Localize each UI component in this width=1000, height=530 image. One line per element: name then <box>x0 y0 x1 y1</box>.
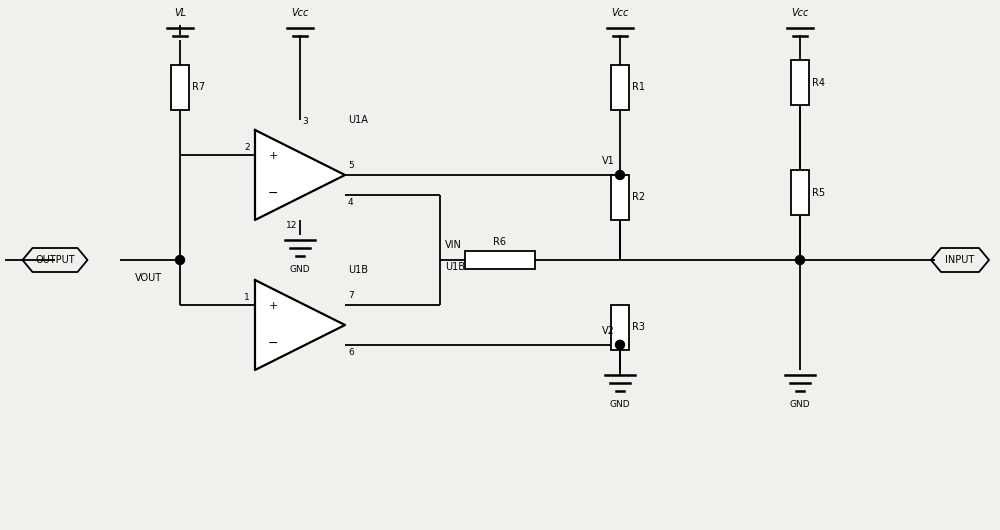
Text: 1: 1 <box>244 293 250 302</box>
Text: 4: 4 <box>348 198 354 207</box>
Text: −: − <box>268 188 278 200</box>
Bar <box>611 175 629 220</box>
Bar <box>611 65 629 110</box>
Polygon shape <box>255 280 345 370</box>
Text: VOUT: VOUT <box>135 273 162 283</box>
Text: OUTPUT: OUTPUT <box>35 255 75 265</box>
Text: R4: R4 <box>812 77 825 87</box>
Text: R7: R7 <box>192 83 205 93</box>
Text: 3: 3 <box>302 117 308 126</box>
Text: −: − <box>268 338 278 350</box>
Text: VIN: VIN <box>445 240 462 250</box>
Circle shape <box>616 171 624 180</box>
Text: U1B: U1B <box>348 265 368 275</box>
Text: Vcc: Vcc <box>291 8 309 18</box>
Text: 7: 7 <box>348 291 354 300</box>
Text: R5: R5 <box>812 188 825 198</box>
Circle shape <box>796 255 804 264</box>
Text: GND: GND <box>290 265 310 274</box>
Bar <box>465 251 535 269</box>
Text: V2: V2 <box>602 326 615 336</box>
Text: +: + <box>268 151 278 161</box>
Text: Vcc: Vcc <box>611 8 629 18</box>
Circle shape <box>176 255 184 264</box>
Text: U1A: U1A <box>348 115 368 125</box>
Text: GND: GND <box>790 400 810 409</box>
Text: R3: R3 <box>632 322 645 332</box>
Text: INPUT: INPUT <box>945 255 975 265</box>
Text: U1B: U1B <box>445 262 465 272</box>
Polygon shape <box>255 130 345 220</box>
Text: R6: R6 <box>494 237 507 247</box>
Bar <box>611 305 629 350</box>
Text: 2: 2 <box>244 143 250 152</box>
Text: 5: 5 <box>348 161 354 170</box>
Text: +: + <box>268 301 278 311</box>
Bar <box>791 170 809 215</box>
Text: 12: 12 <box>286 220 297 229</box>
Bar <box>791 60 809 105</box>
Text: V1: V1 <box>602 156 615 166</box>
Text: R2: R2 <box>632 192 645 202</box>
Text: VL: VL <box>174 8 186 18</box>
Circle shape <box>616 340 624 349</box>
Text: GND: GND <box>610 400 630 409</box>
Text: R1: R1 <box>632 83 645 93</box>
Bar <box>171 65 189 110</box>
Text: 6: 6 <box>348 348 354 357</box>
Text: Vcc: Vcc <box>791 8 809 18</box>
